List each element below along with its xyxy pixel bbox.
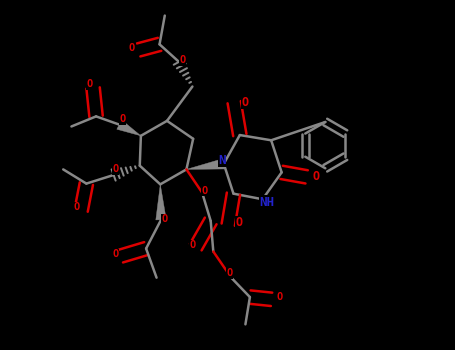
Text: O: O: [74, 203, 80, 212]
Polygon shape: [187, 159, 224, 169]
Text: O: O: [190, 240, 196, 250]
Text: O: O: [129, 43, 135, 53]
Text: NH: NH: [259, 196, 274, 209]
Text: O: O: [277, 293, 283, 302]
Text: O: O: [112, 164, 119, 174]
Polygon shape: [156, 184, 166, 220]
Text: O: O: [119, 114, 125, 124]
Text: O: O: [112, 249, 119, 259]
Text: N: N: [218, 154, 226, 167]
Text: O: O: [162, 214, 168, 224]
Text: O: O: [313, 170, 319, 183]
Polygon shape: [117, 120, 141, 136]
Text: O: O: [86, 79, 92, 89]
Text: O: O: [226, 268, 233, 278]
Text: O: O: [180, 55, 186, 65]
Text: O: O: [235, 216, 242, 229]
Text: O: O: [241, 96, 248, 109]
Text: O: O: [202, 186, 208, 196]
